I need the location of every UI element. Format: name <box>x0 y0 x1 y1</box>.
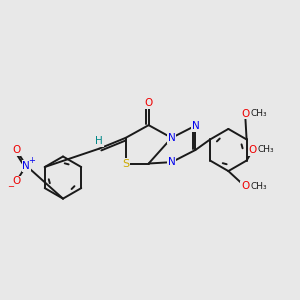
Text: O: O <box>241 109 249 118</box>
Text: S: S <box>122 158 129 169</box>
Text: N: N <box>22 161 30 171</box>
Text: CH₃: CH₃ <box>250 109 267 118</box>
Text: O: O <box>241 182 249 191</box>
Text: CH₃: CH₃ <box>250 182 267 191</box>
Text: −: − <box>7 182 14 191</box>
Text: CH₃: CH₃ <box>258 146 274 154</box>
Text: O: O <box>12 176 20 186</box>
Text: +: + <box>28 156 34 165</box>
Text: N: N <box>191 121 199 131</box>
Text: O: O <box>145 98 153 108</box>
Text: O: O <box>249 145 257 155</box>
Text: N: N <box>168 157 176 167</box>
Text: N: N <box>168 133 176 143</box>
Text: H: H <box>95 136 103 146</box>
Text: O: O <box>12 145 20 155</box>
